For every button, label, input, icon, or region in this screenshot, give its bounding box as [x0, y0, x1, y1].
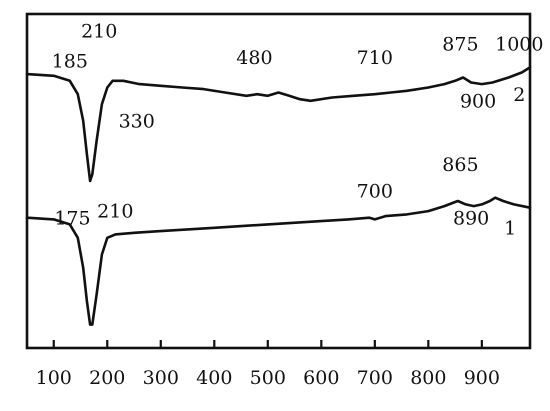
- series-label-2: 2: [513, 84, 525, 106]
- peak-label-2-900: 900: [460, 91, 496, 113]
- x-tick-label-200: 200: [89, 367, 125, 389]
- series-label-1: 1: [504, 217, 516, 239]
- peak-label-2-710: 710: [357, 47, 393, 69]
- x-tick-label-800: 800: [410, 367, 446, 389]
- peak-label-2-480: 480: [236, 47, 272, 69]
- x-axis-tick-labels: 100 200 300 400 500 600 700 800 900: [36, 367, 500, 389]
- peak-label-1-700: 700: [357, 181, 393, 203]
- x-tick-label-600: 600: [303, 367, 339, 389]
- x-tick-label-400: 400: [196, 367, 232, 389]
- series-curves: [25, 66, 532, 326]
- peak-label-2-210: 210: [81, 20, 117, 42]
- peak-label-1-210: 210: [97, 201, 133, 223]
- x-tick-label-100: 100: [36, 367, 72, 389]
- peak-label-2-330: 330: [119, 111, 155, 133]
- peak-label-2-875: 875: [442, 34, 478, 56]
- x-tick-label-500: 500: [250, 367, 286, 389]
- series-2-curve: [25, 66, 532, 183]
- peak-label-1-175: 175: [54, 207, 90, 229]
- peak-label-2-185: 185: [52, 50, 88, 72]
- peak-label-1-865: 865: [442, 154, 478, 176]
- peak-label-2-1000: 1000: [495, 34, 543, 56]
- series-1-curve: [25, 196, 532, 326]
- series-labels: 21: [504, 84, 525, 240]
- peak-annotations: 185 210 330 480 710 875 900 1000 175 210 700 865 890: [52, 20, 544, 229]
- x-axis-ticks: [52, 340, 483, 348]
- plot-frame: [25, 12, 532, 350]
- x-tick-label-300: 300: [143, 367, 179, 389]
- peak-label-1-890: 890: [453, 207, 489, 229]
- x-tick-label-900: 900: [464, 367, 500, 389]
- x-tick-label-700: 700: [357, 367, 393, 389]
